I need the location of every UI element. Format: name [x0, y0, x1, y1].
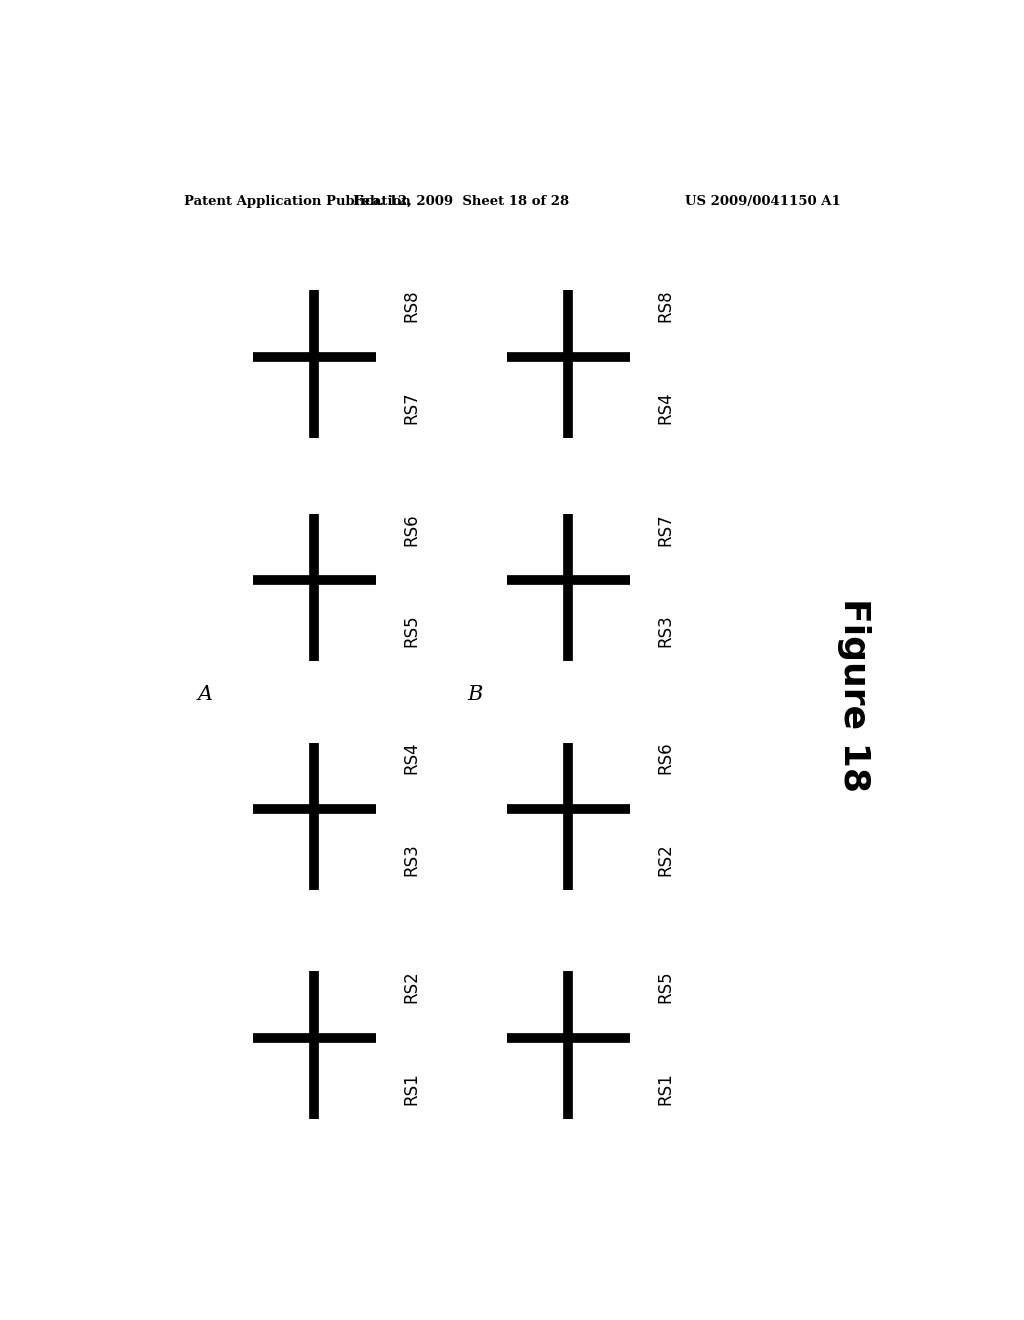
Text: US 2009/0041150 A1: US 2009/0041150 A1: [685, 194, 841, 207]
Text: RS6: RS6: [402, 513, 421, 545]
Text: RS1: RS1: [656, 1072, 675, 1105]
Text: RS8: RS8: [402, 289, 421, 322]
Text: RS3: RS3: [402, 843, 421, 876]
Text: RS7: RS7: [656, 513, 675, 545]
Text: B: B: [468, 685, 483, 704]
Text: RS5: RS5: [656, 970, 675, 1003]
Text: RS8: RS8: [656, 289, 675, 322]
Text: A: A: [198, 685, 213, 704]
Text: RS4: RS4: [656, 391, 675, 424]
Text: RS4: RS4: [402, 742, 421, 775]
Text: Figure 18: Figure 18: [838, 598, 871, 792]
Text: RS2: RS2: [656, 843, 675, 876]
Text: RS3: RS3: [656, 615, 675, 647]
Text: Feb. 12, 2009  Sheet 18 of 28: Feb. 12, 2009 Sheet 18 of 28: [353, 194, 569, 207]
Text: RS5: RS5: [402, 615, 421, 647]
Text: RS7: RS7: [402, 391, 421, 424]
Text: RS1: RS1: [402, 1072, 421, 1105]
Text: RS6: RS6: [656, 742, 675, 775]
Text: Patent Application Publication: Patent Application Publication: [183, 194, 411, 207]
Text: RS2: RS2: [402, 970, 421, 1003]
